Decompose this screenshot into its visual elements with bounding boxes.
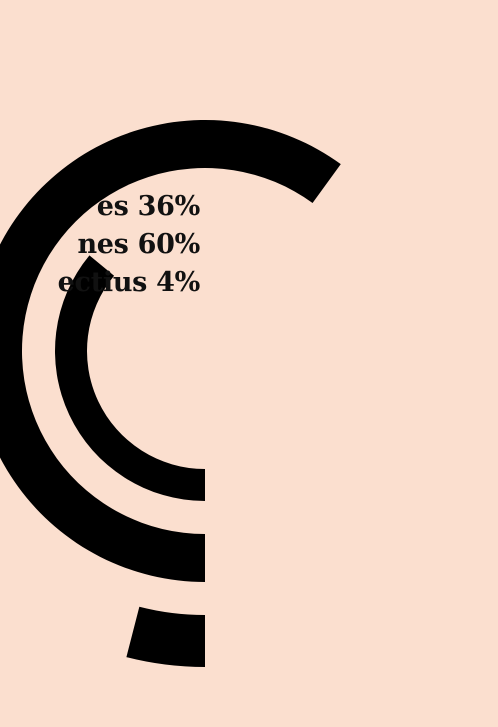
legend-label-0: es 36% [96,191,201,222]
legend-item-0: es 36% [0,188,201,226]
legend-item-1: nes 60% [0,226,200,264]
arc-bar-ones [0,120,341,582]
arc-bar-nes [54,255,206,501]
legend-label-2: ectius 4% [57,267,201,298]
chart-legend: es 36% nes 60% ectius 4% [0,188,201,302]
legend-item-2: ectius 4% [0,264,201,302]
legend-label-1: nes 60% [77,229,200,260]
arc-bar-perspectius [126,606,205,667]
